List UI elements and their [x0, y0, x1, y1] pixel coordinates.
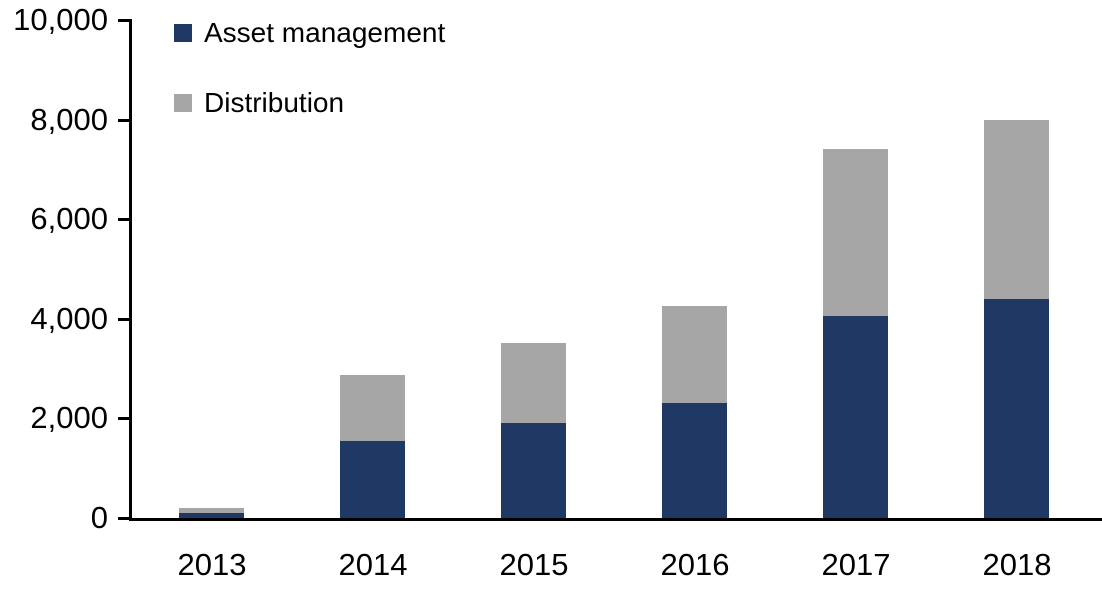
legend: Asset management Distribution [174, 18, 445, 158]
bar-segment-distribution [501, 343, 566, 423]
x-tick-label: 2015 [499, 547, 569, 582]
y-tick-mark [118, 417, 131, 421]
x-tick-label: 2017 [821, 547, 891, 582]
bar-group-2018 [984, 120, 1049, 518]
y-axis-line [129, 19, 132, 521]
bar-group-2014 [340, 375, 405, 518]
y-tick-label: 10,000 [13, 2, 108, 37]
y-tick-mark [118, 19, 131, 22]
x-tick-label: 2014 [338, 547, 408, 582]
bar-segment-asset-management [340, 441, 405, 518]
bar-group-2013 [179, 508, 244, 518]
bar-segment-asset-management [179, 513, 244, 518]
y-tick-mark [118, 517, 131, 520]
x-tick-label: 2013 [177, 547, 247, 582]
y-tick-mark [118, 218, 131, 222]
bar-segment-distribution [662, 306, 727, 403]
y-tick-label: 4,000 [30, 300, 108, 336]
x-tick-label: 2016 [660, 547, 730, 582]
bar-segment-asset-management [984, 299, 1049, 518]
legend-item: Distribution [174, 88, 445, 118]
bar-segment-asset-management [823, 316, 888, 518]
legend-swatch-icon [174, 24, 192, 42]
bar-segment-distribution [984, 120, 1049, 299]
y-tick-mark [118, 317, 131, 321]
y-tick-mark [118, 118, 131, 122]
legend-swatch-icon [174, 94, 192, 112]
bar-group-2017 [823, 149, 888, 518]
bar-segment-asset-management [662, 403, 727, 518]
legend-label: Asset management [204, 17, 446, 48]
y-tick-label: 8,000 [30, 101, 108, 137]
y-tick-label: 0 [90, 500, 108, 535]
legend-item: Asset management [174, 18, 445, 48]
x-axis-line [129, 518, 1102, 521]
bar-segment-distribution [823, 149, 888, 316]
bar-segment-asset-management [501, 423, 566, 518]
bar-group-2016 [662, 306, 727, 518]
bar-group-2015 [501, 343, 566, 518]
y-tick-label: 2,000 [30, 400, 108, 436]
y-tick-label: 6,000 [30, 201, 108, 237]
bar-segment-distribution [179, 508, 244, 513]
legend-label: Distribution [204, 87, 345, 118]
x-tick-label: 2018 [982, 547, 1052, 582]
bar-segment-distribution [340, 375, 405, 441]
